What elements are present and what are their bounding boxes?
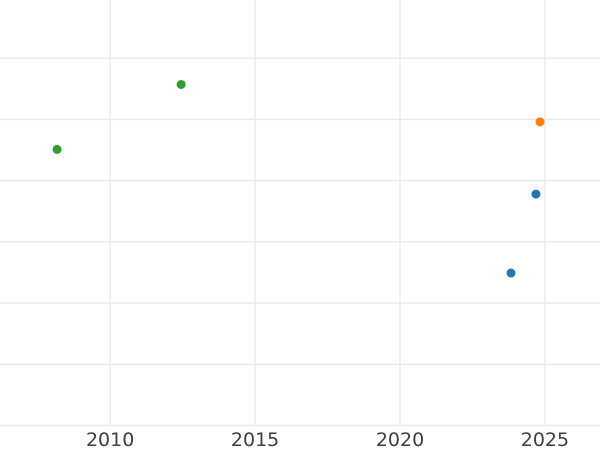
data-point-series-green: [176, 79, 186, 89]
data-point-series-green: [52, 144, 62, 154]
x-tick-label: 2020: [376, 429, 424, 450]
x-tick-label: 2025: [521, 429, 569, 450]
data-point-series-orange: [535, 117, 545, 127]
x-tick-label: 2015: [231, 429, 279, 450]
x-tick-label: 2010: [86, 429, 134, 450]
data-point-series-blue: [531, 189, 541, 199]
data-point-series-blue: [506, 268, 516, 278]
